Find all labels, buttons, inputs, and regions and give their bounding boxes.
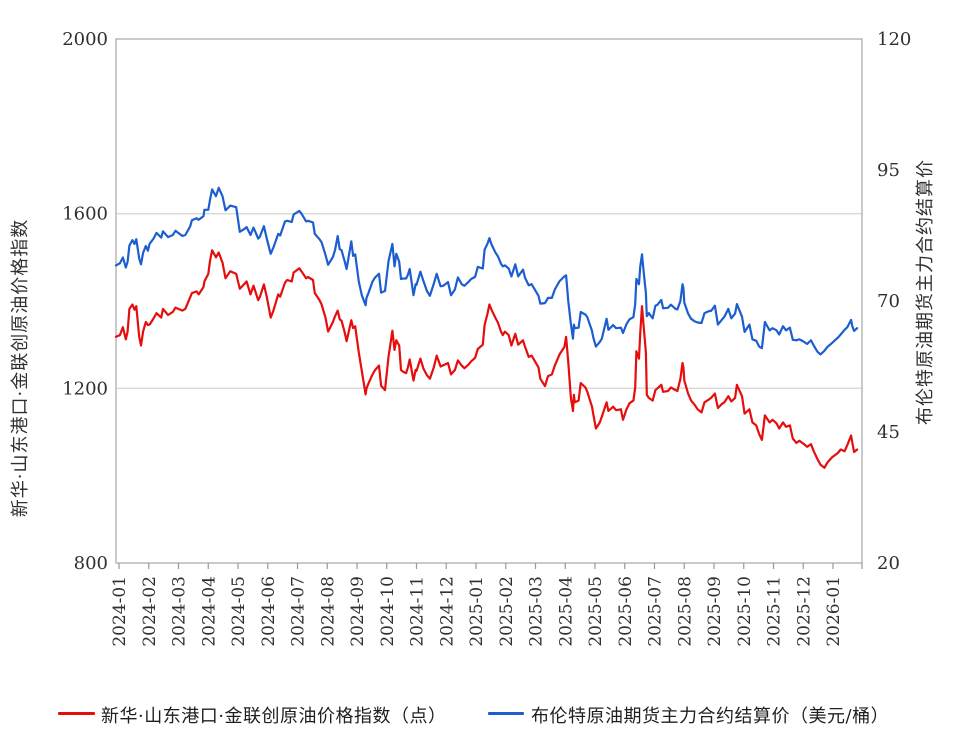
x-tick-label: 2025-02 — [497, 576, 517, 647]
x-tick-label: 2024-04 — [199, 576, 219, 647]
left-axis-tick-label: 800 — [74, 553, 108, 574]
left-axis-tick-label: 1600 — [62, 204, 108, 225]
right-axis-tick-label: 45 — [877, 422, 900, 443]
x-tick-label: 2024-07 — [289, 576, 309, 647]
x-tick-label: 2024-11 — [408, 576, 428, 647]
x-tick-label: 2024-12 — [437, 576, 457, 647]
x-tick-label: 2024-08 — [318, 576, 338, 647]
x-tick-label: 2024-02 — [140, 576, 160, 647]
x-tick-label: 2025-07 — [646, 576, 666, 647]
x-tick-label: 2025-10 — [735, 576, 755, 647]
right-axis-tick-label: 95 — [877, 160, 900, 181]
legend-label-red-series: 新华·山东港口·金联创原油价格指数（点） — [101, 706, 447, 727]
x-tick-label: 2024-01 — [110, 576, 130, 647]
legend-line-sample-blue — [488, 712, 524, 715]
x-tick-label: 2025-08 — [675, 576, 695, 647]
legend-label-blue-series: 布伦特原油期货主力合约结算价（美元/桶） — [531, 706, 890, 727]
x-tick-label: 2025-11 — [765, 576, 785, 647]
x-tick-label: 2025-05 — [586, 576, 606, 647]
price-index-line — [114, 249, 859, 469]
x-tick-label: 2024-05 — [229, 576, 249, 647]
x-tick-label: 2025-06 — [616, 576, 636, 647]
x-tick-label: 2024-09 — [348, 576, 368, 647]
right-axis-tick-label: 120 — [877, 29, 911, 50]
right-axis-title: 布伦特原油期货主力合约结算价 — [915, 159, 936, 425]
x-tick-label: 2025-09 — [705, 576, 725, 647]
x-tick-label: 2024-03 — [170, 576, 190, 647]
left-axis-tick-label: 1200 — [62, 378, 108, 399]
brent-settlement-line — [114, 186, 859, 356]
right-axis-tick-label: 70 — [877, 291, 900, 312]
x-tick-label: 2025-03 — [527, 576, 547, 647]
left-axis-title: 新华·山东港口·金联创原油价格指数 — [10, 219, 31, 517]
x-tick-label: 2025-12 — [794, 576, 814, 647]
legend-line-sample-red — [58, 712, 95, 715]
x-tick-label: 2024-10 — [378, 576, 398, 647]
x-tick-label: 2025-04 — [556, 576, 576, 647]
x-tick-label: 2026-01 — [824, 576, 844, 647]
right-axis-tick-label: 20 — [877, 553, 900, 574]
x-tick-label: 2025-01 — [467, 576, 487, 647]
plot-frame — [115, 38, 863, 564]
left-axis-tick-label: 2000 — [62, 29, 108, 50]
x-tick-label: 2024-06 — [259, 576, 279, 647]
